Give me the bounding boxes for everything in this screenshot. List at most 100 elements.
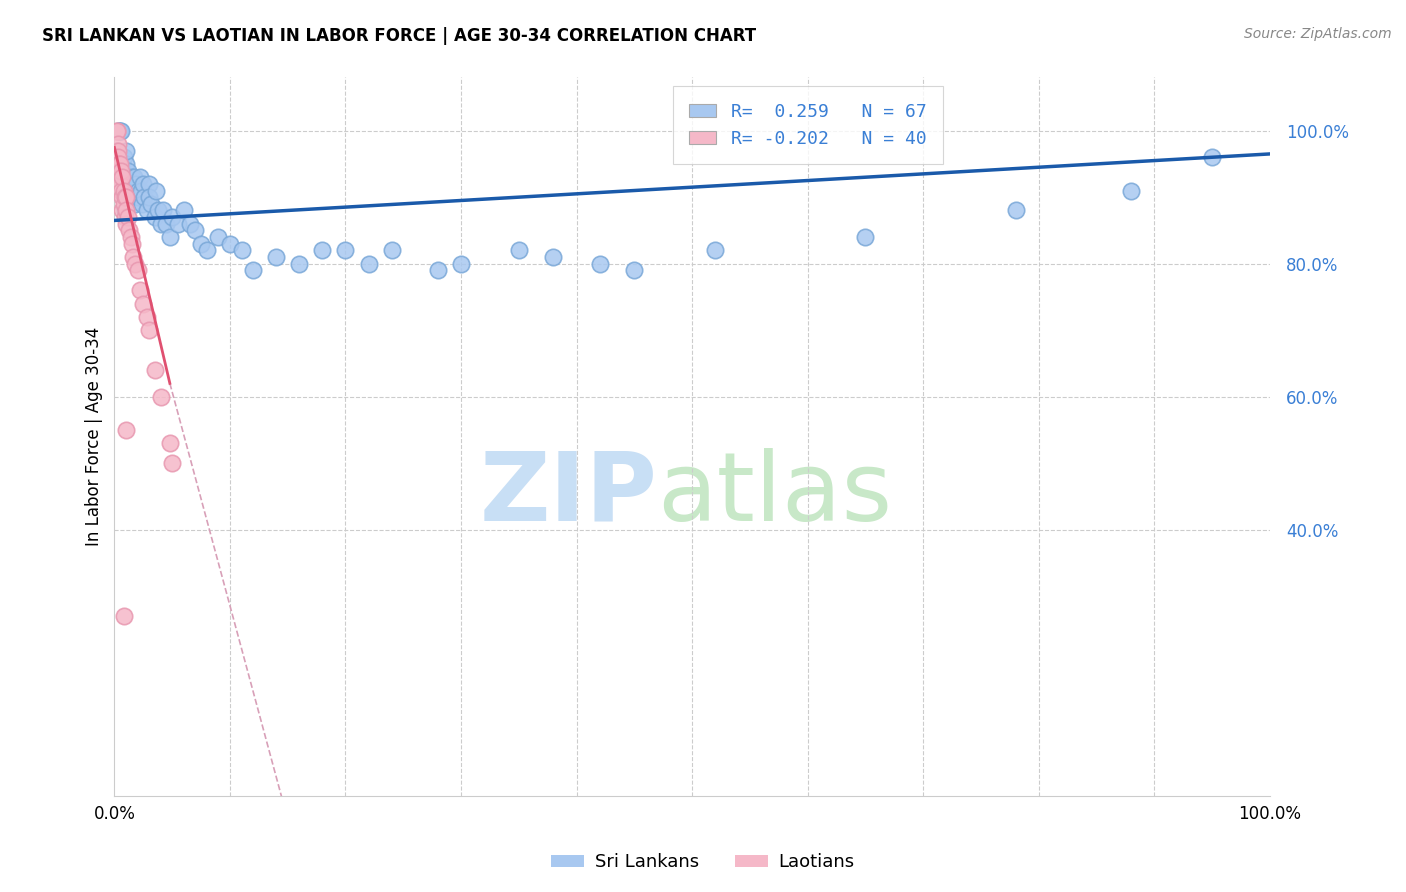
Point: [115, 184, 138, 198]
Point: [179, 217, 201, 231]
Point: [288, 257, 311, 271]
Point: [381, 244, 404, 258]
Point: [128, 170, 150, 185]
Point: [125, 177, 148, 191]
Point: [105, 123, 128, 137]
Point: [111, 170, 134, 185]
Point: [108, 123, 131, 137]
Point: [118, 223, 141, 237]
Point: [195, 244, 218, 258]
Point: [159, 230, 181, 244]
Text: SRI LANKAN VS LAOTIAN IN LABOR FORCE | AGE 30-34 CORRELATION CHART: SRI LANKAN VS LAOTIAN IN LABOR FORCE | A…: [42, 27, 756, 45]
Point: [135, 203, 157, 218]
Point: [357, 257, 380, 271]
Point: [1201, 150, 1223, 164]
Point: [107, 123, 129, 137]
Point: [122, 170, 145, 185]
Point: [704, 244, 727, 258]
Point: [138, 190, 160, 204]
Text: atlas: atlas: [658, 448, 893, 541]
Text: ZIP: ZIP: [479, 448, 658, 541]
Point: [242, 263, 264, 277]
Point: [110, 163, 132, 178]
Point: [124, 257, 146, 271]
Point: [127, 190, 149, 204]
Point: [264, 250, 287, 264]
Point: [1004, 203, 1026, 218]
Point: [118, 177, 141, 191]
Point: [115, 144, 138, 158]
Point: [115, 157, 138, 171]
Point: [127, 263, 149, 277]
Point: [134, 190, 156, 204]
Point: [152, 203, 174, 218]
Point: [114, 210, 136, 224]
Point: [122, 250, 145, 264]
Point: [450, 257, 472, 271]
Point: [121, 170, 143, 185]
Point: [145, 184, 167, 198]
Point: [311, 244, 333, 258]
Point: [155, 217, 177, 231]
Point: [128, 283, 150, 297]
Point: [143, 363, 166, 377]
Point: [108, 157, 131, 171]
Point: [131, 196, 153, 211]
Point: [127, 184, 149, 198]
Point: [108, 170, 131, 185]
Point: [115, 203, 138, 218]
Point: [105, 123, 128, 137]
Point: [589, 257, 612, 271]
Point: [114, 203, 136, 218]
Point: [110, 184, 132, 198]
Point: [117, 163, 139, 178]
Point: [184, 223, 207, 237]
Legend: Sri Lankans, Laotians: Sri Lankans, Laotians: [544, 847, 862, 879]
Point: [508, 244, 530, 258]
Point: [107, 150, 129, 164]
Point: [543, 250, 565, 264]
Point: [148, 203, 170, 218]
Point: [124, 196, 146, 211]
Point: [190, 236, 212, 251]
Point: [105, 144, 128, 158]
Legend: R=  0.259   N = 67, R= -0.202   N = 40: R= 0.259 N = 67, R= -0.202 N = 40: [673, 87, 942, 164]
Point: [207, 230, 229, 244]
Point: [114, 190, 136, 204]
Point: [231, 244, 253, 258]
Point: [120, 230, 142, 244]
Point: [108, 123, 131, 137]
Point: [335, 244, 357, 258]
Point: [115, 170, 138, 185]
Point: [167, 217, 190, 231]
Point: [111, 157, 134, 171]
Point: [160, 210, 183, 224]
Point: [129, 184, 152, 198]
Point: [104, 144, 127, 158]
Point: [1121, 184, 1143, 198]
Point: [138, 323, 160, 337]
Point: [143, 210, 166, 224]
Y-axis label: In Labor Force | Age 30-34: In Labor Force | Age 30-34: [86, 327, 103, 546]
Point: [149, 217, 172, 231]
Point: [219, 236, 242, 251]
Point: [132, 177, 155, 191]
Point: [149, 390, 172, 404]
Point: [107, 144, 129, 158]
Point: [120, 190, 142, 204]
Point: [112, 196, 135, 211]
Point: [107, 136, 129, 151]
Point: [426, 263, 449, 277]
Point: [112, 150, 135, 164]
Point: [159, 436, 181, 450]
Point: [160, 456, 183, 470]
Point: [132, 296, 155, 310]
Text: Source: ZipAtlas.com: Source: ZipAtlas.com: [1244, 27, 1392, 41]
Point: [108, 177, 131, 191]
Point: [623, 263, 645, 277]
Point: [115, 217, 138, 231]
Point: [121, 236, 143, 251]
Point: [111, 190, 134, 204]
Point: [122, 184, 145, 198]
Point: [110, 123, 132, 137]
